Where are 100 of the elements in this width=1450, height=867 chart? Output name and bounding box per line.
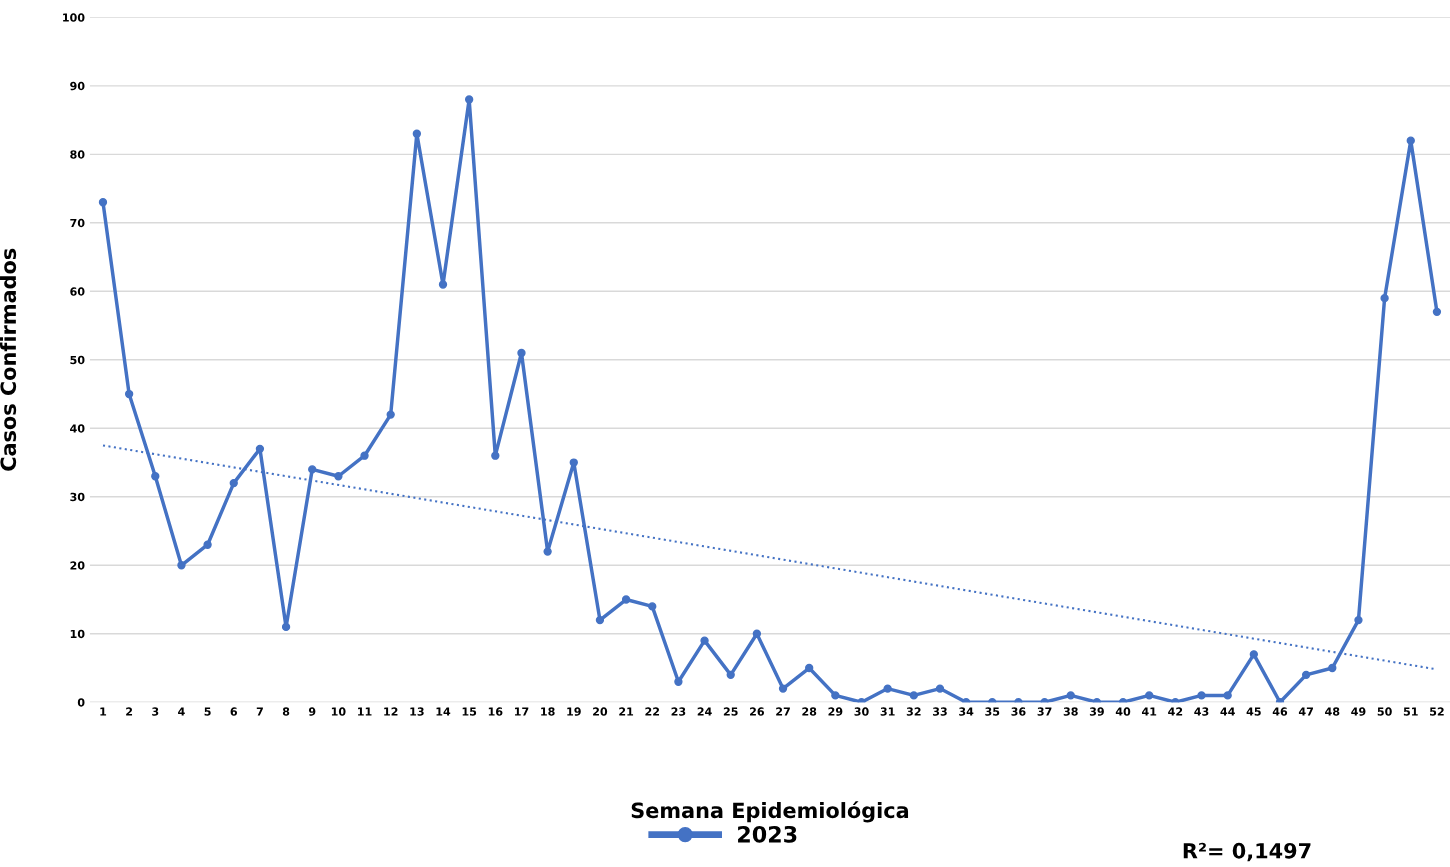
y-tick-label: 20 xyxy=(70,561,85,570)
point xyxy=(386,410,395,419)
point xyxy=(255,444,265,454)
x-tick-label: 6 xyxy=(230,707,238,716)
point xyxy=(334,472,343,481)
point xyxy=(151,472,160,481)
x-tick-label: 39 xyxy=(1089,707,1104,716)
point xyxy=(1380,293,1389,303)
x-tick-label: 4 xyxy=(178,707,185,716)
point xyxy=(1354,615,1363,625)
x-tick-label: 43 xyxy=(1194,707,1209,716)
point xyxy=(726,670,735,680)
y-tick-label: 60 xyxy=(70,287,85,296)
text: R²= 0,1497 xyxy=(1183,842,1311,862)
point xyxy=(778,684,788,693)
point xyxy=(569,458,578,467)
point xyxy=(203,540,212,549)
x-axis-title: Semana Epidemiológica xyxy=(631,801,909,823)
x-tick-label: 2 xyxy=(126,707,133,716)
point xyxy=(883,684,892,693)
x-tick-label: 46 xyxy=(1272,707,1288,716)
y-tick-label: 0 xyxy=(77,698,85,707)
x-tick-label: 27 xyxy=(776,707,790,716)
x-tick-label: 21 xyxy=(619,707,634,716)
x-tick-label: 37 xyxy=(1037,707,1052,716)
point xyxy=(1197,691,1206,700)
point xyxy=(517,348,526,358)
point xyxy=(700,636,709,645)
x-tick-label: 22 xyxy=(645,707,660,716)
x-tick-label: 5 xyxy=(204,707,211,716)
point xyxy=(177,561,186,570)
point xyxy=(1066,691,1075,700)
y-tick-label: 50 xyxy=(70,355,85,365)
x-tick-label: 8 xyxy=(282,707,290,716)
point xyxy=(752,629,762,638)
point xyxy=(1328,663,1337,673)
x-tick-label: 26 xyxy=(750,707,765,716)
x-tick-label: 16 xyxy=(488,707,503,716)
x-tick-label: 7 xyxy=(256,707,263,716)
point xyxy=(98,198,108,207)
point xyxy=(124,389,134,399)
x-tick-label: 18 xyxy=(541,707,555,716)
x-tick-label: 38 xyxy=(1063,707,1078,716)
y-tick-label: 40 xyxy=(70,424,85,433)
point xyxy=(491,451,500,460)
x-tick-label: 52 xyxy=(1430,707,1444,716)
point xyxy=(412,129,422,138)
x-tick-label: 44 xyxy=(1220,707,1235,716)
x-tick-label: 24 xyxy=(697,707,712,716)
x-tick-label: 1 xyxy=(100,707,107,716)
point xyxy=(360,451,369,460)
y-tick-label: 90 xyxy=(70,81,85,91)
point xyxy=(1249,650,1258,659)
x-tick-label: 40 xyxy=(1115,707,1131,716)
y-axis-title: Casos Confirmados xyxy=(0,248,17,471)
point xyxy=(308,465,317,474)
y-tick-label: 100 xyxy=(63,13,85,22)
point xyxy=(1406,136,1415,145)
x-tick-label: 11 xyxy=(358,707,372,716)
x-tick-label: 47 xyxy=(1298,707,1313,716)
point xyxy=(674,677,683,686)
y-tick-label: 70 xyxy=(70,218,85,228)
point xyxy=(935,684,945,693)
x-tick-label: 36 xyxy=(1011,707,1026,716)
y-tick-label: 30 xyxy=(70,492,85,502)
point xyxy=(543,547,552,556)
x-tick-label: 12 xyxy=(384,707,398,716)
x-tick-label: 41 xyxy=(1141,707,1157,716)
point xyxy=(621,595,631,604)
x-tick-label: 34 xyxy=(959,707,974,716)
x-tick-label: 17 xyxy=(514,707,529,716)
point xyxy=(1145,691,1154,700)
x-tick-label: 9 xyxy=(308,707,316,716)
x-tick-label: 45 xyxy=(1246,707,1261,716)
point xyxy=(648,602,657,611)
x-tick-label: 20 xyxy=(593,707,608,716)
x-tick-label: 33 xyxy=(932,707,947,716)
x-tick-label: 48 xyxy=(1325,707,1340,716)
point xyxy=(595,615,605,625)
x-tick-label: 30 xyxy=(854,707,869,716)
x-tick-label: 13 xyxy=(410,707,424,716)
x-tick-label: 31 xyxy=(880,707,895,716)
x-tick-label: 35 xyxy=(985,707,1000,716)
x-tick-label: 32 xyxy=(906,707,921,716)
x-tick-label: 3 xyxy=(152,707,159,716)
y-tick-label: 80 xyxy=(70,150,85,159)
point xyxy=(909,691,918,700)
x-tick-label: 42 xyxy=(1168,707,1183,716)
point xyxy=(831,691,840,700)
x-tick-label: 29 xyxy=(828,707,843,716)
y-tick-label: 10 xyxy=(70,629,85,639)
x-tick-label: 14 xyxy=(436,707,451,716)
x-tick-label: 23 xyxy=(671,707,686,716)
point xyxy=(1432,307,1442,317)
x-tick-label: 25 xyxy=(723,707,738,716)
point xyxy=(229,478,238,488)
x-tick-label: 19 xyxy=(567,707,581,716)
legend-label: 2023 xyxy=(738,825,797,843)
point xyxy=(1223,691,1232,700)
point xyxy=(438,280,448,289)
